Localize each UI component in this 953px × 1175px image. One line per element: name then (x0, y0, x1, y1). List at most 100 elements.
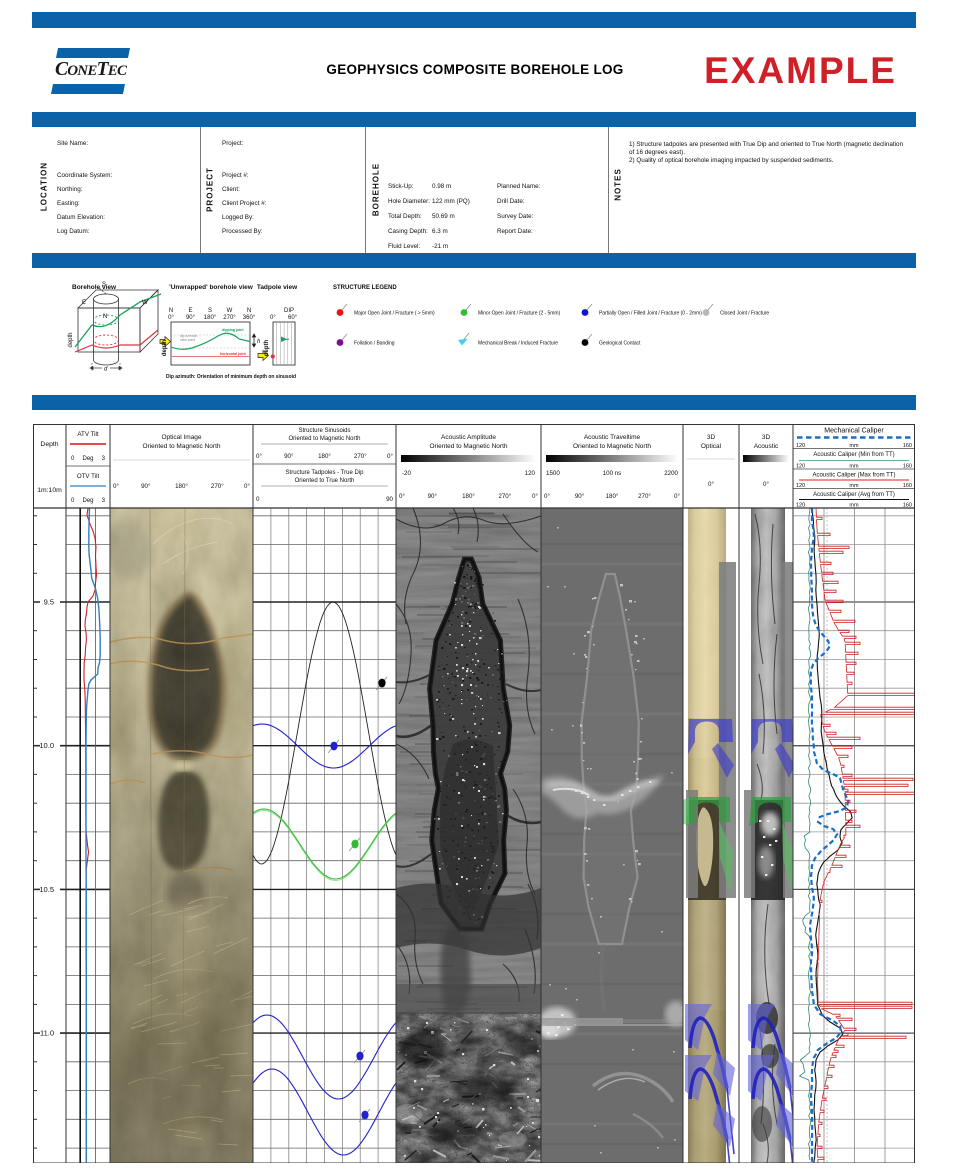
svg-text:E: E (82, 300, 86, 306)
svg-text:60°: 60° (288, 315, 298, 321)
svg-text:9.5: 9.5 (44, 598, 54, 607)
svg-text:E: E (188, 308, 192, 314)
svg-text:mm: mm (849, 483, 859, 489)
svg-text:Acoustic Amplitude: Acoustic Amplitude (441, 434, 496, 441)
svg-text:dipping joint: dipping joint (222, 328, 244, 332)
svg-text:90°: 90° (284, 453, 294, 460)
svg-text:0: 0 (71, 456, 75, 462)
svg-text:10.5: 10.5 (39, 885, 54, 894)
svg-text:0: 0 (256, 496, 260, 503)
svg-text:0°: 0° (763, 481, 769, 488)
svg-text:OTV Tilt: OTV Tilt (77, 473, 100, 480)
svg-text:0°: 0° (544, 493, 550, 500)
svg-text:100 ns: 100 ns (603, 470, 622, 477)
svg-text:3: 3 (102, 456, 106, 462)
svg-text:10.0: 10.0 (39, 741, 54, 750)
svg-text:Minor Open Joint / Fracture (2: Minor Open Joint / Fracture (2 - 5mm) (478, 311, 560, 317)
svg-text:Major Open Joint / Fracture (: Major Open Joint / Fracture ( > 5mm) (354, 311, 435, 317)
svg-text:Oriented to Magnetic North: Oriented to Magnetic North (288, 436, 360, 442)
svg-text:0°: 0° (256, 453, 262, 460)
svg-text:Deg: Deg (82, 498, 93, 504)
svg-text:Foliation / Banding: Foliation / Banding (354, 341, 395, 347)
svg-text:W: W (142, 300, 148, 306)
svg-text:Dip azimuth: Orientation of mi: Dip azimuth: Orientation of minimum dept… (166, 374, 296, 380)
svg-text:Geological Contact: Geological Contact (599, 341, 641, 347)
svg-text:Oriented to Magnetic North: Oriented to Magnetic North (142, 443, 220, 450)
svg-text:0°: 0° (168, 315, 174, 321)
svg-text:3D: 3D (762, 434, 771, 441)
svg-text:90°: 90° (428, 493, 438, 500)
svg-text:Structure Sinusoids: Structure Sinusoids (298, 428, 350, 434)
svg-text:0°: 0° (270, 315, 276, 321)
svg-text:depth: depth (68, 332, 74, 347)
svg-text:mm: mm (849, 443, 859, 449)
svg-text:Borehole view: Borehole view (72, 284, 117, 291)
svg-text:Oriented to Magnetic North: Oriented to Magnetic North (429, 443, 507, 450)
svg-text:Structure Tadpoles - True Dip: Structure Tadpoles - True Dip (286, 470, 365, 476)
svg-text:N: N (103, 314, 107, 320)
svg-text:120: 120 (796, 443, 805, 449)
svg-text:90°: 90° (141, 483, 151, 490)
svg-text:0: 0 (71, 498, 75, 504)
svg-text:depth: depth (162, 340, 168, 357)
svg-text:'Unwrapped' borehole view: 'Unwrapped' borehole view (169, 284, 254, 291)
svg-text:Acoustic Caliper (Min from TT): Acoustic Caliper (Min from TT) (813, 452, 894, 458)
svg-text:2200: 2200 (664, 470, 678, 477)
svg-text:160: 160 (903, 483, 912, 489)
svg-text:180°: 180° (204, 315, 217, 321)
svg-text:S: S (208, 308, 212, 314)
svg-text:Acoustic Caliper (Avg from TT): Acoustic Caliper (Avg from TT) (813, 492, 895, 498)
svg-text:0°: 0° (532, 493, 538, 500)
svg-text:160: 160 (903, 503, 912, 509)
svg-text:120: 120 (525, 470, 536, 477)
svg-text:d: d (104, 367, 108, 373)
svg-text:DIP: DIP (284, 308, 294, 314)
svg-text:Deg: Deg (82, 456, 93, 462)
svg-text:160: 160 (903, 443, 912, 449)
svg-text:270°: 270° (498, 493, 511, 500)
svg-text:1500: 1500 (546, 470, 560, 477)
svg-text:W: W (227, 308, 233, 314)
svg-text:Partially Open / Filled Joint: Partially Open / Filled Joint / Fracture… (599, 311, 702, 317)
svg-text:Oriented to Magnetic North: Oriented to Magnetic North (573, 443, 651, 450)
svg-text:depth: depth (264, 340, 270, 357)
svg-text:360°: 360° (243, 315, 256, 321)
svg-text:Optical: Optical (701, 443, 722, 450)
svg-text:120: 120 (796, 483, 805, 489)
svg-text:270°: 270° (638, 493, 651, 500)
svg-text:270°: 270° (354, 453, 367, 460)
svg-text:Mechanical Break / Induced Fra: Mechanical Break / Induced Fracture (478, 341, 558, 347)
svg-text:horizontal joint: horizontal joint (220, 352, 247, 356)
svg-text:270°: 270° (211, 483, 224, 490)
svg-text:Acoustic Traveltime: Acoustic Traveltime (584, 434, 641, 441)
svg-text:3D: 3D (707, 434, 716, 441)
svg-text:Optical Image: Optical Image (161, 434, 201, 441)
svg-text:120: 120 (796, 464, 805, 470)
svg-text:3: 3 (102, 498, 106, 504)
svg-text:view point: view point (180, 338, 195, 342)
svg-text:ATV Tilt: ATV Tilt (77, 431, 98, 438)
svg-text:STRUCTURE LEGEND: STRUCTURE LEGEND (333, 285, 397, 291)
svg-text:Tadpole view: Tadpole view (257, 284, 298, 291)
svg-text:Closed Joint / Fracture: Closed Joint / Fracture (720, 311, 769, 317)
svg-text:180°: 180° (462, 493, 475, 500)
svg-text:90: 90 (386, 496, 393, 503)
svg-text:Depth: Depth (40, 441, 58, 448)
svg-text:CONETEC: CONETEC (55, 59, 128, 80)
svg-text:160: 160 (903, 464, 912, 470)
svg-text:0°: 0° (387, 453, 393, 460)
svg-text:-20: -20 (402, 470, 412, 477)
svg-text:1m:10m: 1m:10m (37, 487, 62, 494)
svg-text:N: N (169, 308, 173, 314)
svg-text:90°: 90° (186, 315, 196, 321)
svg-text:90°: 90° (575, 493, 585, 500)
svg-text:180°: 180° (606, 493, 619, 500)
svg-text:0°: 0° (113, 483, 119, 490)
svg-text:180°: 180° (318, 453, 331, 460)
svg-text:mm: mm (849, 464, 859, 470)
svg-text:mm: mm (849, 503, 859, 509)
svg-text:S: S (102, 282, 106, 288)
svg-text:120: 120 (796, 503, 805, 509)
svg-text:N: N (247, 308, 251, 314)
svg-text:Oriented to True North: Oriented to True North (295, 478, 355, 484)
